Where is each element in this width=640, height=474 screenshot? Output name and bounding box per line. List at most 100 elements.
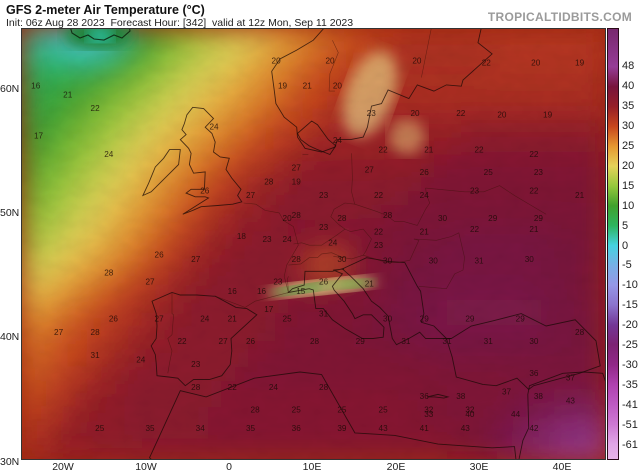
svg-text:30: 30 bbox=[383, 257, 393, 266]
svg-text:38: 38 bbox=[456, 392, 466, 401]
svg-text:30: 30 bbox=[525, 255, 535, 264]
svg-text:35: 35 bbox=[145, 424, 155, 433]
svg-text:25: 25 bbox=[292, 406, 302, 415]
svg-text:31: 31 bbox=[484, 337, 494, 346]
svg-text:22: 22 bbox=[379, 145, 389, 154]
svg-text:22: 22 bbox=[456, 109, 466, 118]
svg-text:21: 21 bbox=[575, 191, 585, 200]
svg-text:27: 27 bbox=[219, 337, 229, 346]
svg-text:22: 22 bbox=[529, 150, 539, 159]
svg-text:40: 40 bbox=[465, 410, 475, 419]
svg-text:29: 29 bbox=[488, 214, 498, 223]
svg-text:28: 28 bbox=[319, 383, 329, 392]
svg-text:28: 28 bbox=[292, 255, 302, 264]
svg-text:16: 16 bbox=[228, 287, 238, 296]
svg-text:27: 27 bbox=[246, 191, 256, 200]
svg-text:23: 23 bbox=[262, 235, 272, 244]
svg-text:31: 31 bbox=[474, 257, 484, 266]
svg-text:15: 15 bbox=[296, 287, 306, 296]
svg-text:24: 24 bbox=[209, 123, 219, 132]
svg-text:22: 22 bbox=[482, 59, 492, 68]
svg-text:28: 28 bbox=[191, 383, 201, 392]
svg-text:28: 28 bbox=[91, 328, 101, 337]
svg-text:24: 24 bbox=[269, 383, 279, 392]
svg-text:21: 21 bbox=[365, 280, 375, 289]
svg-text:29: 29 bbox=[516, 314, 526, 323]
svg-text:16: 16 bbox=[31, 81, 41, 90]
svg-text:24: 24 bbox=[333, 136, 343, 145]
svg-text:17: 17 bbox=[264, 305, 274, 314]
svg-text:25: 25 bbox=[95, 424, 105, 433]
svg-text:17: 17 bbox=[34, 132, 44, 141]
svg-text:24: 24 bbox=[104, 150, 114, 159]
svg-text:19: 19 bbox=[575, 59, 585, 68]
svg-text:22: 22 bbox=[177, 337, 187, 346]
svg-text:36: 36 bbox=[420, 392, 430, 401]
svg-text:36: 36 bbox=[529, 369, 539, 378]
svg-text:22: 22 bbox=[474, 145, 484, 154]
svg-text:22: 22 bbox=[470, 225, 480, 234]
svg-text:27: 27 bbox=[191, 255, 201, 264]
svg-text:21: 21 bbox=[228, 314, 238, 323]
svg-text:23: 23 bbox=[367, 109, 377, 118]
svg-text:26: 26 bbox=[109, 314, 119, 323]
svg-text:29: 29 bbox=[534, 214, 544, 223]
svg-text:44: 44 bbox=[511, 410, 521, 419]
svg-text:34: 34 bbox=[196, 424, 206, 433]
svg-text:23: 23 bbox=[319, 191, 329, 200]
svg-text:31: 31 bbox=[319, 310, 329, 319]
svg-text:19: 19 bbox=[278, 81, 288, 90]
svg-text:27: 27 bbox=[54, 328, 64, 337]
svg-text:20: 20 bbox=[272, 57, 282, 66]
svg-text:21: 21 bbox=[420, 228, 430, 237]
svg-text:26: 26 bbox=[420, 168, 430, 177]
svg-text:25: 25 bbox=[379, 406, 389, 415]
svg-text:23: 23 bbox=[319, 223, 329, 232]
svg-text:26: 26 bbox=[200, 186, 210, 195]
svg-text:29: 29 bbox=[356, 337, 366, 346]
svg-text:23: 23 bbox=[191, 360, 201, 369]
svg-text:25: 25 bbox=[337, 406, 347, 415]
svg-text:27: 27 bbox=[145, 278, 155, 287]
svg-text:24: 24 bbox=[200, 314, 210, 323]
svg-text:27: 27 bbox=[365, 165, 375, 174]
svg-text:22: 22 bbox=[374, 191, 384, 200]
svg-text:29: 29 bbox=[420, 314, 430, 323]
svg-text:27: 27 bbox=[155, 314, 165, 323]
svg-text:30: 30 bbox=[529, 337, 539, 346]
svg-text:21: 21 bbox=[424, 145, 434, 154]
svg-text:28: 28 bbox=[104, 269, 114, 278]
svg-text:20: 20 bbox=[333, 81, 343, 90]
svg-text:37: 37 bbox=[502, 387, 512, 396]
svg-text:36: 36 bbox=[292, 424, 302, 433]
svg-text:22: 22 bbox=[91, 104, 101, 113]
svg-text:28: 28 bbox=[575, 328, 585, 337]
svg-text:21: 21 bbox=[529, 225, 539, 234]
svg-text:33: 33 bbox=[424, 410, 434, 419]
svg-text:28: 28 bbox=[292, 211, 302, 220]
svg-text:28: 28 bbox=[264, 177, 274, 186]
svg-text:28: 28 bbox=[383, 211, 393, 220]
svg-text:31: 31 bbox=[442, 337, 452, 346]
svg-text:24: 24 bbox=[283, 235, 293, 244]
svg-text:23: 23 bbox=[470, 186, 480, 195]
svg-text:23: 23 bbox=[534, 168, 544, 177]
svg-text:31: 31 bbox=[401, 337, 411, 346]
svg-text:39: 39 bbox=[337, 424, 347, 433]
svg-text:28: 28 bbox=[337, 214, 347, 223]
svg-text:29: 29 bbox=[465, 314, 475, 323]
svg-text:35: 35 bbox=[246, 424, 256, 433]
svg-text:20: 20 bbox=[497, 111, 507, 120]
svg-text:24: 24 bbox=[420, 191, 430, 200]
svg-text:18: 18 bbox=[237, 232, 247, 241]
svg-text:30: 30 bbox=[429, 257, 439, 266]
svg-text:42: 42 bbox=[529, 424, 539, 433]
svg-text:27: 27 bbox=[292, 164, 302, 173]
svg-text:20: 20 bbox=[531, 59, 541, 68]
svg-text:43: 43 bbox=[461, 424, 471, 433]
svg-text:30: 30 bbox=[383, 314, 393, 323]
svg-text:24: 24 bbox=[136, 355, 146, 364]
svg-text:19: 19 bbox=[292, 177, 302, 186]
svg-text:38: 38 bbox=[534, 392, 544, 401]
svg-text:23: 23 bbox=[273, 278, 283, 287]
